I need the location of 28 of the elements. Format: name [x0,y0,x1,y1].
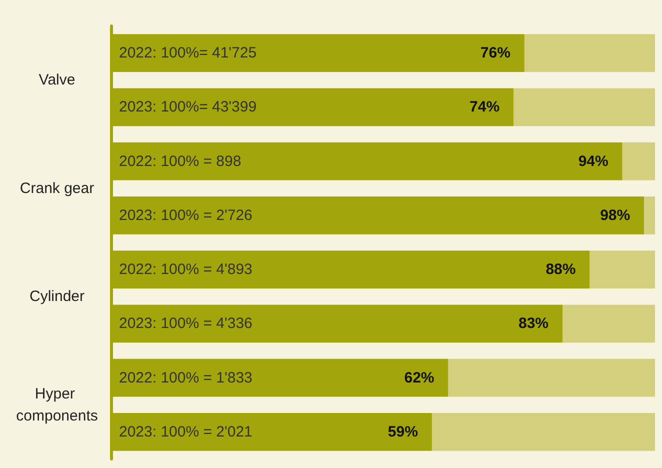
bar [562,304,655,343]
data-label: 94% [578,152,608,170]
bar [448,358,655,397]
data-label: 74% [470,98,500,116]
text: Crank gear [20,180,94,197]
bar [622,142,655,180]
data-label: 62% [404,369,434,386]
y-tick-label: 2022: 100%= 41'725 [119,44,257,62]
text: Hyper components [16,385,98,424]
text: Valve [38,72,76,89]
text: Cylinder [29,288,85,306]
data-label: 83% [518,315,549,332]
data-label: 98% [600,206,630,224]
y-tick-label: 2023: 100% = 2'726 [119,206,252,224]
data-label: 59% [388,423,418,440]
data-label: 88% [546,261,576,278]
bar [514,88,655,126]
data-label: 76% [480,44,510,62]
y-tick-label: 2022: 100% = 1'833 [119,369,252,386]
bar [590,250,655,289]
bar [524,34,655,72]
y-tick-label: 2023: 100%= 43'399 [119,98,257,116]
y-tick-label: 2022: 100% = 898 [119,152,242,170]
bar [432,412,655,451]
bar [644,196,655,234]
y-tick-label: 2023: 100% = 4'336 [119,315,252,332]
y-tick-label: 2023: 100% = 2'021 [119,423,252,440]
y-tick-label: 2022: 100% = 4'893 [119,261,252,278]
